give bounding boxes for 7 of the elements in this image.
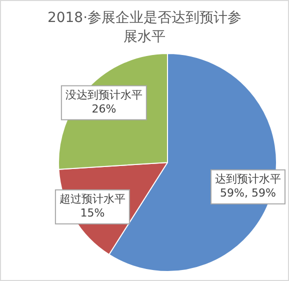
slice-label: 达到预计水平 xyxy=(215,172,281,186)
slice-label: 没达到预计水平 xyxy=(65,88,142,102)
chart-title: 2018·参展企业是否达到预计参展水平 xyxy=(46,9,243,47)
data-label: 15% xyxy=(80,206,105,220)
slice-label: 超过预计水平 xyxy=(59,192,126,206)
data-label: 26% xyxy=(92,102,116,116)
data-label: 59%, 59% xyxy=(220,186,276,200)
